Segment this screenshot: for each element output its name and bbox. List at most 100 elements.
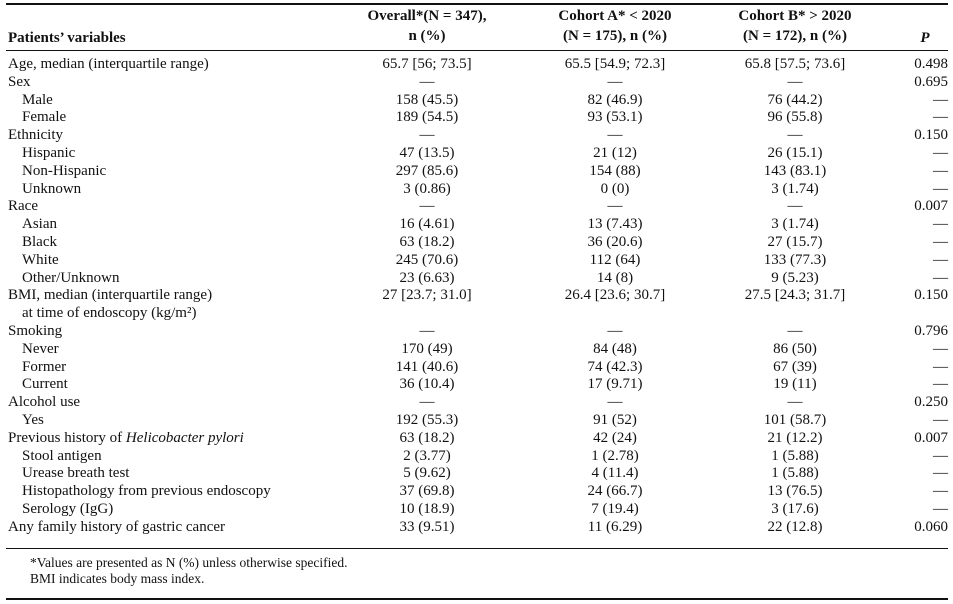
header-cohort-a: Cohort A* < 2020 (N = 175), n (%) [530,6,700,46]
cell-p-value: 0.695 [914,73,948,90]
row-label-text: White [22,251,59,268]
cell-cohort-a: 1 (2.78) [591,447,639,464]
table-footer-rule [6,548,948,549]
table-row: White 245 (70.6) 112 (64) 133 (77.3) — [0,252,953,270]
cell-overall: 47 (13.5) [399,144,455,161]
row-label-text: Any family history of gastric cancer [8,518,226,535]
cell-cohort-b: 67 (39) [773,358,817,375]
cell-cohort-b: 27 (15.7) [767,233,823,250]
cell-p-value: — [933,180,948,197]
cell-cohort-b: 65.8 [57.5; 73.6] [744,56,846,72]
row-label-text: Current [22,376,68,393]
cell-overall: 63 (18.2) [399,233,455,250]
row-label: Never [22,341,59,359]
row-label: Current [22,376,68,394]
cell-cohort-b: 1 (5.88) [771,447,819,464]
cell-overall: 5 (9.62) [403,465,451,482]
row-label-text: Unknown [22,180,82,197]
cell-p-value: — [933,216,948,233]
cell-cohort-b: 133 (77.3) [763,251,827,268]
row-label-text: Previous history of [8,429,126,446]
row-label-text: Non-Hispanic [22,162,107,179]
row-label: Hispanic [22,145,75,163]
cell-p-value: 0.007 [914,429,948,446]
row-label: Age, median (interquartile range) [8,56,209,74]
cell-cohort-a: — [607,127,623,144]
cell-cohort-a: 13 (7.43) [587,216,643,233]
cell-p-value: 0.150 [914,127,948,144]
cell-cohort-a: 112 (64) [589,251,641,268]
cell-p-value: — [933,109,948,126]
row-label-text: Age, median (interquartile range) [8,56,209,72]
table-row: Never 170 (49) 84 (48) 86 (50) — [0,341,953,359]
row-label: Unknown [22,181,81,199]
header-variables: Patients’ variables [8,30,126,46]
row-label: Asian [22,216,57,234]
cell-cohort-b: — [787,73,803,90]
table-row: Yes 192 (55.3) 91 (52) 101 (58.7) — [0,412,953,430]
cell-p-value: — [933,144,948,161]
cell-cohort-a: 11 (6.29) [587,518,643,535]
row-label: Urease breath test [22,465,129,483]
cell-p-value: — [933,269,948,286]
row-label-text: Alcohol use [8,394,81,411]
cell-overall: 297 (85.6) [395,162,459,179]
cell-cohort-b: 3 (1.74) [771,180,819,197]
cell-cohort-a: 36 (20.6) [587,233,643,250]
row-label-text: Urease breath test [22,465,130,482]
cell-overall: 27 [23.7; 31.0] [382,287,472,304]
row-label: Black [22,234,57,252]
row-label: Male [22,92,53,110]
cell-cohort-a: 4 (11.4) [591,465,639,482]
row-label: Serology (IgG) [22,501,113,519]
cell-cohort-a: — [607,198,623,215]
table-row: Any family history of gastric cancer 33 (… [0,519,953,537]
row-label-text: Former [22,358,67,375]
cell-overall: 33 (9.51) [399,518,455,535]
row-label: Ethnicity [8,127,63,145]
table-row: Stool antigen 2 (3.77) 1 (2.78) 1 (5.88) — [0,448,953,466]
header-overall-line2: n (%) [408,28,446,44]
cell-cohort-b: 22 (12.8) [767,518,823,535]
cell-overall: 192 (55.3) [395,411,459,428]
table-row: Histopathology from previous endoscopy 37… [0,483,953,501]
row-label-text: Histopathology from previous endoscopy [22,483,271,500]
row-label: Female [22,109,66,127]
row-label: Race [8,198,38,216]
table-row: Other/Unknown 23 (6.63) 14 (8) 9 (5.23) — [0,270,953,288]
cell-cohort-a: 26.4 [23.6; 30.7] [564,287,666,304]
cell-p-value: 0.060 [914,518,948,535]
header-cohort-b: Cohort B* > 2020 (N = 172), n (%) [710,6,880,46]
cell-cohort-b: 27.5 [24.3; 31.7] [744,287,846,304]
table-row: Female 189 (54.5) 93 (53.1) 96 (55.8) — [0,109,953,127]
table-row: Current 36 (10.4) 17 (9.71) 19 (11) — [0,376,953,394]
cell-p-value: — [933,358,948,375]
cell-overall: 170 (49) [401,340,453,357]
cell-overall: — [419,127,435,144]
table-row: Black 63 (18.2) 36 (20.6) 27 (15.7) — [0,234,953,252]
row-label-text: Race [8,198,38,215]
table-row: Age, median (interquartile range) 65.7 [5… [0,56,953,74]
row-label-text: Hispanic [22,144,76,161]
header-overall-line1: Overall*(N = 347), [367,8,487,24]
cell-p-value: — [933,465,948,482]
table-row: Male 158 (45.5) 82 (46.9) 76 (44.2) — [0,92,953,110]
table-row: Urease breath test 5 (9.62) 4 (11.4) 1 (5.8… [0,465,953,483]
table-row: Sex — — — 0.695 [0,74,953,92]
row-label: Non-Hispanic [22,163,106,181]
footnote-values: *Values are presented as N (%) unless ot… [30,555,348,570]
cell-cohort-b: 3 (17.6) [771,500,819,517]
cell-cohort-b: 143 (83.1) [763,162,827,179]
table-row: Hispanic 47 (13.5) 21 (12) 26 (15.1) — [0,145,953,163]
cell-cohort-a: 21 (12) [593,144,637,161]
row-label-text: Ethnicity [8,127,63,144]
table-bottom-rule [6,598,948,600]
header-cohort-a-line1: Cohort A* < 2020 [558,8,672,24]
row-label: Former [22,359,66,377]
row-label: Stool antigen [22,448,102,466]
table-body: Age, median (interquartile range) 65.7 [5… [0,56,953,537]
row-label-text: Other/Unknown [22,269,120,286]
cell-cohort-b: 3 (1.74) [771,216,819,233]
row-label-text: BMI, median (interquartile range) [8,287,213,304]
row-label-text: Asian [22,216,57,233]
